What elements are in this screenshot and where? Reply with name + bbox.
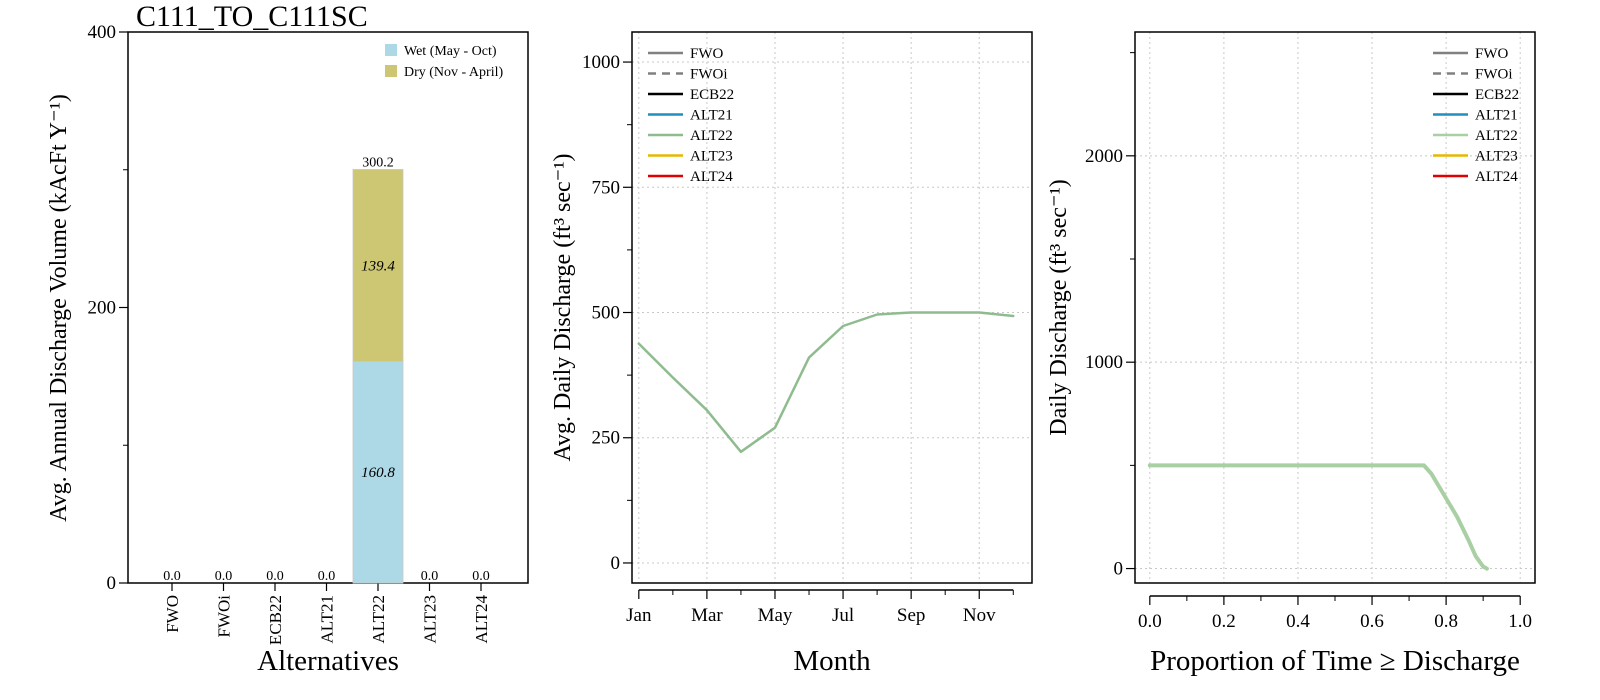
x-tick-label: Nov — [963, 605, 996, 626]
legend-label: FWO — [1475, 46, 1509, 62]
x-tick-label: Sep — [897, 605, 926, 626]
y-tick-label: 200 — [88, 298, 117, 319]
x-axis-label: Alternatives — [257, 645, 399, 677]
x-tick-label: ALT23 — [421, 595, 440, 644]
x-tick-label: 1.0 — [1508, 611, 1532, 632]
x-tick-label: 0.2 — [1212, 611, 1236, 632]
x-tick-label: FWO — [163, 595, 182, 633]
x-tick-label: 0.4 — [1286, 611, 1310, 632]
bar-total-label: 0.0 — [215, 569, 233, 584]
legend-label: Dry (Nov - April) — [404, 65, 503, 80]
legend-label: ALT24 — [690, 169, 733, 185]
x-tick-label: ALT22 — [369, 595, 388, 644]
y-tick-label: 750 — [592, 177, 621, 198]
y-tick-label: 500 — [592, 303, 621, 324]
x-tick-label: 0.6 — [1360, 611, 1384, 632]
legend-label: ALT22 — [690, 128, 733, 144]
plot-frame — [1134, 31, 1536, 584]
x-tick-label: 0.8 — [1434, 611, 1458, 632]
y-tick-label: 400 — [88, 22, 117, 43]
y-tick-label: 0 — [1114, 559, 1124, 580]
y-tick-label: 2000 — [1085, 146, 1123, 167]
legend-label: ALT21 — [1475, 108, 1518, 124]
x-tick-label: FWOi — [215, 595, 234, 638]
bar-total-label: 0.0 — [421, 569, 439, 584]
legend-swatch — [385, 44, 397, 56]
bar-segment-label: 139.4 — [361, 258, 395, 274]
y-tick-label: 1000 — [1085, 352, 1123, 373]
x-tick-label: ALT21 — [318, 595, 337, 644]
legend-swatch — [385, 65, 397, 77]
monthly-line-chart-panel: 0 250 500 750 1000 Jan Mar May Jul Sep Nov Avg. Dai… — [550, 31, 1033, 677]
y-tick-label: 0 — [611, 553, 621, 574]
x-tick-label: May — [758, 605, 793, 626]
y-tick-label: 1000 — [582, 52, 620, 73]
bar-total-label: 0.0 — [266, 569, 284, 584]
bar-total-label: 0.0 — [472, 569, 490, 584]
exceedance-line-chart-panel: 0 1000 2000 0.0 0.2 0.4 0.6 0.8 1.0 Daily Dischar… — [1046, 31, 1536, 677]
series-line-alt22 — [637, 311, 1015, 454]
series-line-alt22 — [1147, 463, 1489, 571]
x-tick-label: 0.0 — [1138, 611, 1162, 632]
x-tick-label: Jan — [626, 605, 652, 626]
bar-segment-label: 160.8 — [361, 465, 395, 481]
x-axis-label: Month — [793, 645, 871, 677]
x-tick-label: ALT24 — [472, 595, 491, 644]
legend-label: ECB22 — [690, 87, 734, 103]
bar-chart-panel: C111_TO_C111SC 0 200 400 Avg. Annual Dischar… — [46, 0, 529, 677]
y-axis-label: Daily Discharge (ft³ sec⁻¹) — [1046, 179, 1072, 436]
x-tick-label: Mar — [691, 605, 723, 626]
legend-label: ECB22 — [1475, 87, 1519, 103]
y-tick-label: 250 — [592, 428, 621, 449]
x-tick-label: ECB22 — [266, 595, 285, 645]
legend-label: FWOi — [1475, 67, 1513, 83]
plot-frame — [631, 31, 1033, 584]
legend-label: Wet (May - Oct) — [404, 44, 497, 59]
legend-label: FWOi — [690, 67, 728, 83]
legend-label: ALT21 — [690, 108, 733, 124]
legend-label: FWO — [690, 46, 724, 62]
plot-frame — [127, 31, 529, 584]
bar-total-label: 0.0 — [163, 569, 181, 584]
x-tick-label: Jul — [832, 605, 854, 626]
bar-total-label: 300.2 — [362, 155, 394, 170]
y-axis-label: Avg. Annual Discharge Volume (kAcFt Y⁻¹) — [46, 94, 72, 522]
legend-label: ALT23 — [1475, 149, 1518, 165]
legend-label: ALT24 — [1475, 169, 1518, 185]
bar-segment — [352, 169, 404, 362]
legend-label: ALT23 — [690, 149, 733, 165]
legend-label: ALT22 — [1475, 128, 1518, 144]
x-axis-label: Proportion of Time ≥ Discharge — [1150, 645, 1520, 677]
y-axis-label: Avg. Daily Discharge (ft³ sec⁻¹) — [550, 153, 576, 461]
chart-title: C111_TO_C111SC — [136, 0, 368, 33]
y-tick-label: 0 — [107, 573, 117, 594]
bar-total-label: 0.0 — [318, 569, 336, 584]
